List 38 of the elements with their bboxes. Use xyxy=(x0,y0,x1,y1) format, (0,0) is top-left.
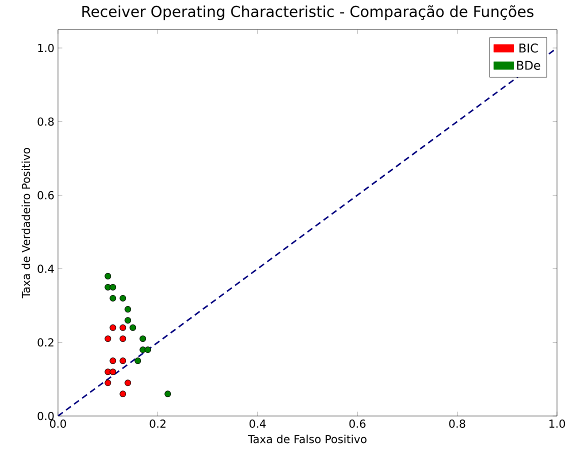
x-tick-label: 0.8 xyxy=(449,420,466,428)
point xyxy=(124,380,132,386)
point xyxy=(104,380,112,386)
point xyxy=(124,317,132,324)
point xyxy=(110,358,116,364)
x-axis-title: Taxa de Falso Positivo xyxy=(248,434,366,444)
point xyxy=(130,324,136,331)
point xyxy=(110,368,116,376)
point xyxy=(120,390,126,398)
point xyxy=(120,294,126,302)
x-tick-label: 0.0 xyxy=(50,420,66,428)
x-tick-label: 1.0 xyxy=(549,420,566,428)
x-tick-label: 0.6 xyxy=(349,420,366,428)
point xyxy=(164,390,172,398)
x-tick-label: 0.4 xyxy=(250,420,266,428)
y-tick-label: 0.8 xyxy=(38,117,54,126)
y-tick-label: 0.4 xyxy=(38,264,54,273)
y-tick-label: 1.0 xyxy=(38,44,54,52)
legend-label: BDe xyxy=(517,60,540,70)
point xyxy=(134,358,142,364)
y-tick-label: 0.0 xyxy=(38,412,54,420)
point xyxy=(120,358,126,364)
point xyxy=(104,272,112,280)
y-tick-label: 0.2 xyxy=(38,338,54,347)
point xyxy=(124,306,132,313)
point xyxy=(110,284,116,290)
point xyxy=(104,335,112,342)
y-tick-label: 0.6 xyxy=(38,191,54,200)
y-axis-title: Taxa de Verdadeiro Positivo xyxy=(22,148,30,298)
point xyxy=(120,324,126,331)
point xyxy=(110,294,116,302)
point xyxy=(140,335,146,342)
point xyxy=(144,346,152,354)
x-tick-label: 0.2 xyxy=(150,420,166,428)
point xyxy=(110,324,116,331)
legend-label: BIC xyxy=(519,44,538,53)
chart-title: Receiver Operating Characteristic - Comparação de Funções xyxy=(82,5,534,20)
point xyxy=(120,335,126,342)
